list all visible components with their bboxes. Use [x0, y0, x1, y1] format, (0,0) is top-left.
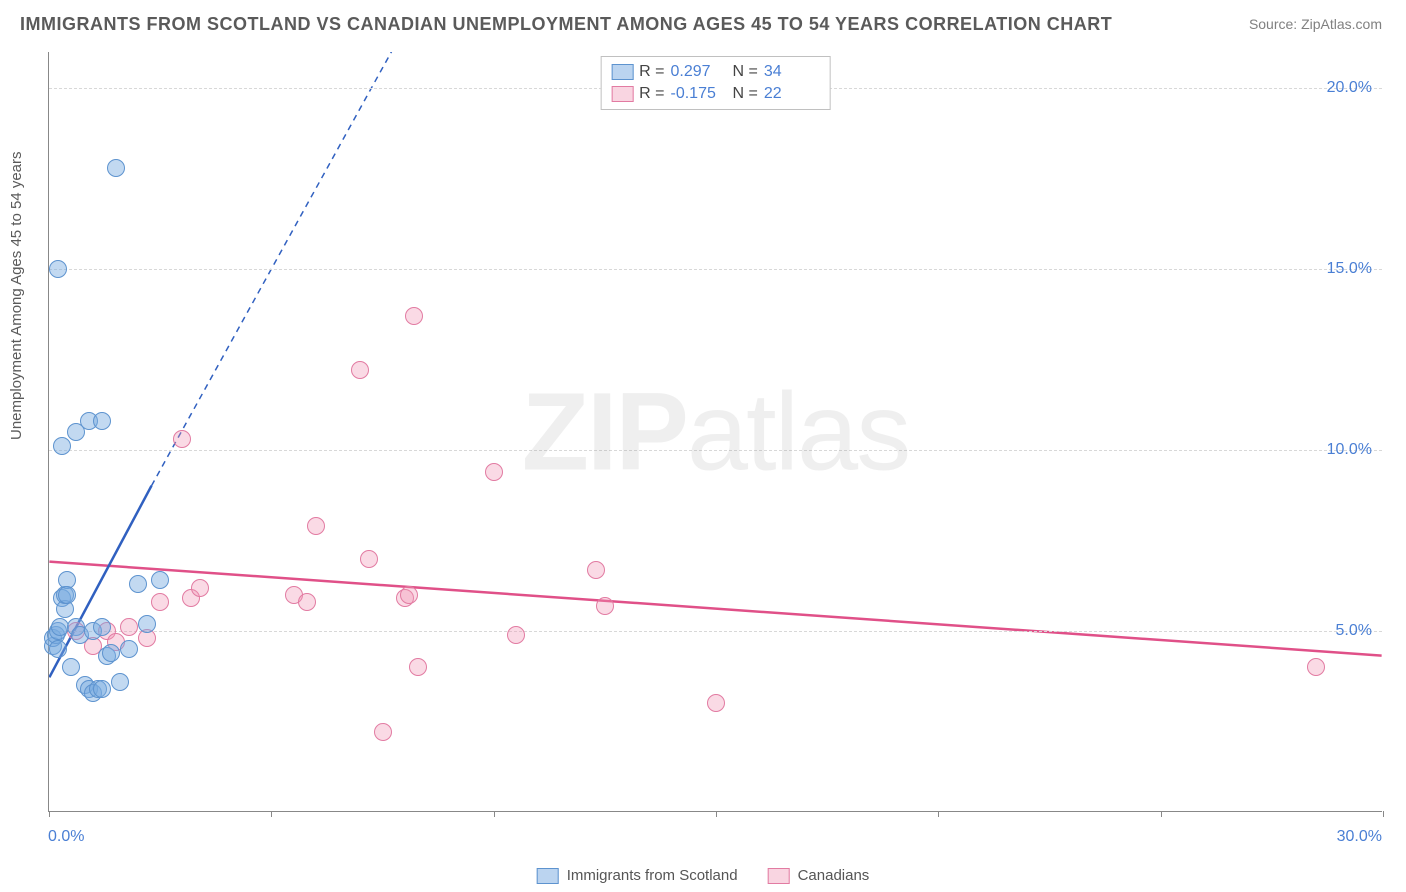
x-tick: [49, 811, 50, 817]
data-point: [129, 575, 147, 593]
data-point: [400, 586, 418, 604]
gridline: [49, 269, 1382, 270]
data-point: [507, 626, 525, 644]
r-value-pink: -0.175: [671, 85, 727, 103]
n-value-blue: 34: [764, 63, 820, 81]
data-point: [485, 463, 503, 481]
y-tick-label: 10.0%: [1327, 441, 1372, 459]
data-point: [58, 586, 76, 604]
legend-item-blue: Immigrants from Scotland: [537, 867, 738, 884]
legend-item-pink: Canadians: [768, 867, 870, 884]
data-point: [587, 561, 605, 579]
correlation-legend: R = 0.297 N = 34 R = -0.175 N = 22: [600, 56, 831, 110]
data-point: [409, 658, 427, 676]
data-point: [49, 640, 67, 658]
n-value-pink: 22: [764, 85, 820, 103]
x-tick: [1383, 811, 1384, 817]
plot-area: ZIPatlas R = 0.297 N = 34 R = -0.175 N =…: [48, 52, 1382, 812]
y-tick-label: 15.0%: [1327, 260, 1372, 278]
data-point: [151, 571, 169, 589]
data-point: [102, 644, 120, 662]
swatch-blue-icon: [537, 868, 559, 884]
data-point: [1307, 658, 1325, 676]
x-tick: [938, 811, 939, 817]
data-point: [138, 615, 156, 633]
x-tick: [1161, 811, 1162, 817]
data-point: [111, 673, 129, 691]
data-point: [62, 658, 80, 676]
data-point: [120, 618, 138, 636]
data-point: [405, 307, 423, 325]
data-point: [53, 437, 71, 455]
y-axis-label: Unemployment Among Ages 45 to 54 years: [8, 151, 25, 440]
legend-label-blue: Immigrants from Scotland: [567, 867, 738, 884]
legend-label-pink: Canadians: [798, 867, 870, 884]
gridline: [49, 450, 1382, 451]
data-point: [351, 361, 369, 379]
data-point: [596, 597, 614, 615]
data-point: [360, 550, 378, 568]
x-tick: [271, 811, 272, 817]
x-tick-label: 30.0%: [1337, 828, 1382, 846]
data-point: [93, 618, 111, 636]
data-point: [173, 430, 191, 448]
data-point: [191, 579, 209, 597]
data-point: [374, 723, 392, 741]
data-point: [107, 159, 125, 177]
data-point: [307, 517, 325, 535]
legend-row-blue: R = 0.297 N = 34: [611, 61, 820, 83]
data-point: [120, 640, 138, 658]
source-attribution: Source: ZipAtlas.com: [1249, 16, 1382, 32]
data-point: [298, 593, 316, 611]
swatch-pink-icon: [768, 868, 790, 884]
x-tick: [716, 811, 717, 817]
watermark: ZIPatlas: [522, 368, 909, 495]
x-tick: [494, 811, 495, 817]
r-value-blue: 0.297: [671, 63, 727, 81]
legend-row-pink: R = -0.175 N = 22: [611, 83, 820, 105]
data-point: [93, 412, 111, 430]
series-legend: Immigrants from Scotland Canadians: [537, 867, 870, 884]
swatch-pink-icon: [611, 86, 633, 102]
data-point: [151, 593, 169, 611]
y-tick-label: 20.0%: [1327, 79, 1372, 97]
data-point: [707, 694, 725, 712]
gridline: [49, 631, 1382, 632]
chart-title: IMMIGRANTS FROM SCOTLAND VS CANADIAN UNE…: [20, 14, 1112, 35]
swatch-blue-icon: [611, 64, 633, 80]
x-tick-label: 0.0%: [48, 828, 84, 846]
data-point: [93, 680, 111, 698]
y-tick-label: 5.0%: [1336, 622, 1372, 640]
data-point: [49, 260, 67, 278]
